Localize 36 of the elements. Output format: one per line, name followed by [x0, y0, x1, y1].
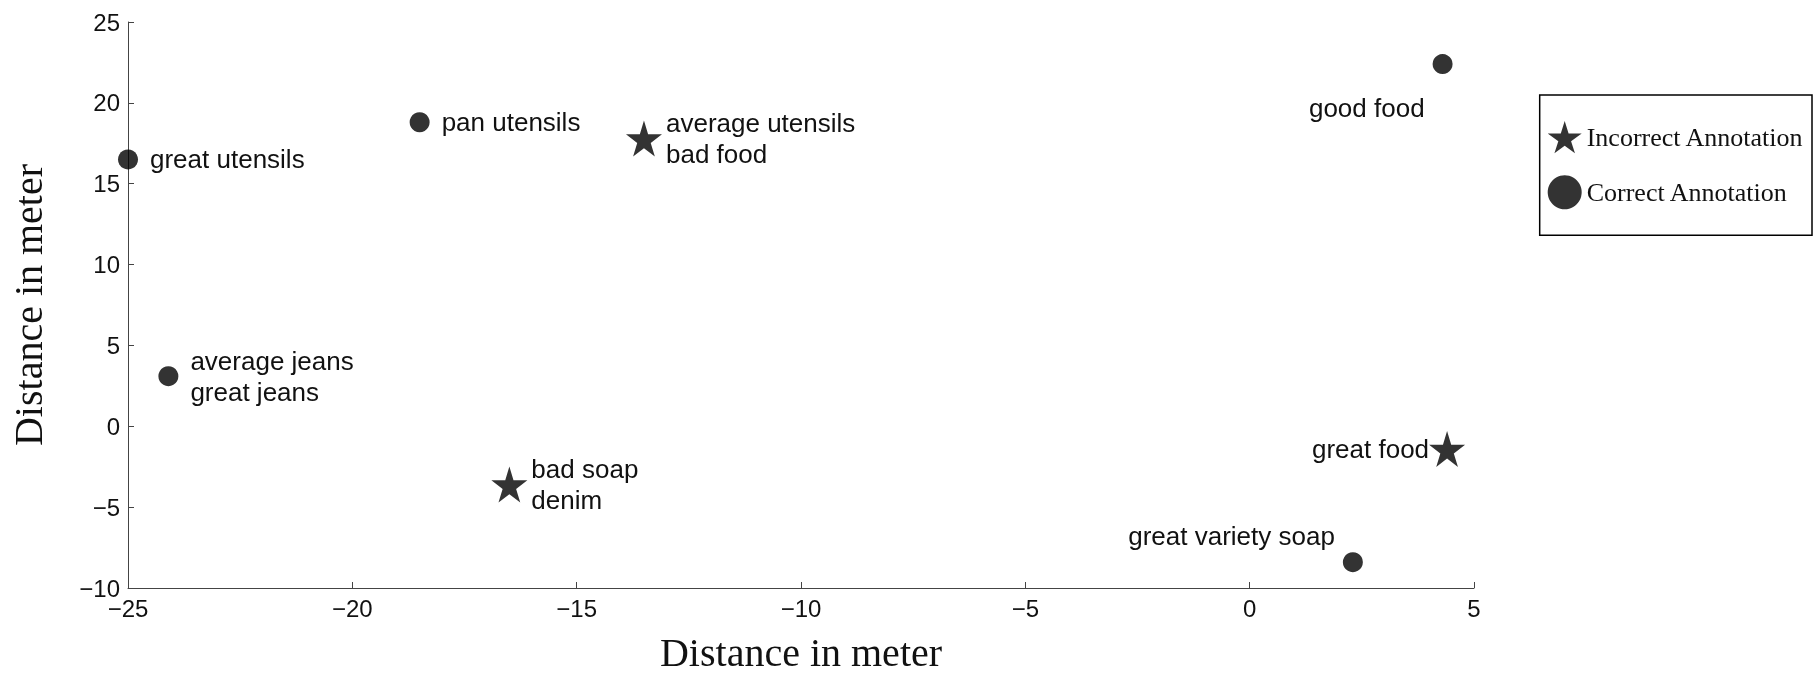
point	[158, 366, 179, 387]
x-axis-title: Distance in meter	[659, 629, 943, 675]
annotation: average utensils	[665, 107, 856, 138]
point	[1342, 552, 1363, 573]
annotation: great variety soap	[1128, 521, 1335, 552]
x-tick-label: 0	[1242, 594, 1257, 622]
y-tick-label: −5	[92, 493, 120, 521]
annotation: bad food	[665, 138, 768, 169]
point	[1432, 54, 1453, 75]
annotation: denim	[531, 485, 603, 515]
annotation: great jeans	[190, 376, 320, 407]
point	[491, 466, 528, 503]
x-tick-label: −15	[556, 594, 598, 622]
y-tick-label: 0	[106, 412, 120, 440]
y-tick-label: 25	[93, 8, 120, 36]
annotation: pan utensils	[441, 107, 581, 138]
x-tick-label: −5	[1011, 594, 1040, 622]
point	[625, 120, 662, 157]
annotation: great utensils	[150, 144, 305, 175]
y-tick-label: 15	[93, 170, 120, 198]
y-axis-title: Distance in meter	[5, 163, 51, 447]
y-tick-label: 10	[93, 251, 120, 279]
annotation: great food	[1311, 433, 1430, 464]
x-tick-label: 5	[1467, 594, 1481, 622]
y-tick-label: 20	[93, 89, 120, 117]
point	[1429, 430, 1466, 467]
point	[118, 149, 138, 170]
point	[409, 112, 430, 133]
annotation: good food	[1308, 93, 1425, 124]
legend-label: Incorrect Annotation	[1586, 122, 1803, 152]
legend-label: Correct Annotation	[1586, 177, 1787, 207]
annotation: bad soap	[531, 454, 639, 484]
x-tick-label: −20	[331, 594, 373, 622]
annotation: average jeans	[190, 345, 354, 376]
y-tick-label: 5	[106, 331, 120, 359]
x-tick-label: −10	[780, 594, 822, 622]
